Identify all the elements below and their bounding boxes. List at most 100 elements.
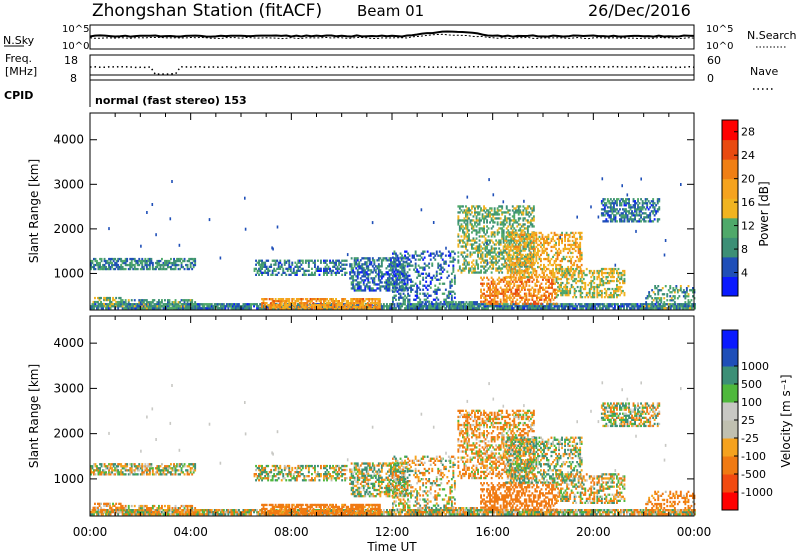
power-cell: [109, 307, 112, 310]
power-cell: [90, 263, 92, 267]
power-cell: [141, 265, 144, 269]
power-cell: [533, 247, 536, 251]
power-cell: [161, 267, 163, 271]
power-cell: [466, 239, 469, 242]
power-cell: [520, 288, 523, 291]
power-cell: [277, 261, 280, 264]
power-cell: [542, 294, 544, 297]
power-cell: [508, 253, 511, 257]
power-cell: [586, 305, 589, 308]
power-cell: [151, 305, 154, 308]
power-cell: [560, 281, 562, 285]
power-cell: [438, 307, 441, 310]
power-cell: [306, 302, 309, 305]
power-cell: [515, 263, 518, 267]
power-cell: [393, 263, 395, 266]
power-cell: [543, 251, 545, 255]
power-cell: [579, 241, 582, 245]
power-cell: [577, 231, 580, 235]
power-cell: [515, 231, 518, 235]
power-cell: [452, 250, 455, 253]
power-cell: [546, 241, 548, 245]
power-cell: [353, 285, 356, 288]
power-cell: [510, 292, 513, 295]
power-cell: [366, 308, 369, 311]
power-cell: [544, 307, 547, 310]
power-cell: [414, 262, 417, 265]
power-cell: [583, 305, 586, 308]
power-cell: [594, 303, 597, 306]
power-cell: [475, 259, 478, 262]
power-cell: [462, 267, 464, 270]
power-cell: [307, 261, 310, 264]
power-cell: [579, 231, 582, 235]
power-cell: [526, 257, 529, 261]
power-cell: [622, 281, 624, 285]
power-cell: [526, 259, 529, 263]
power-cell: [144, 257, 147, 261]
power-cell: [511, 267, 514, 271]
power-cell: [355, 261, 358, 264]
power-cell: [332, 259, 334, 262]
power-cell: [517, 235, 520, 239]
power-cell: [417, 296, 420, 299]
nave-tick-bottom: 0: [707, 72, 714, 85]
power-cell: [265, 298, 268, 301]
power-cell: [567, 251, 570, 255]
power-cell: [357, 308, 360, 311]
power-cell: [599, 289, 602, 293]
nave-line: [89, 65, 695, 76]
power-cell: [339, 302, 342, 305]
power-cell: [139, 299, 142, 302]
power-cell: [247, 307, 249, 310]
power-cell: [261, 265, 263, 268]
power-cell: [267, 269, 270, 272]
power-cell: [599, 269, 602, 273]
power-cell: [609, 305, 612, 308]
power-cell: [167, 305, 169, 308]
power-cell: [526, 255, 529, 258]
power-cell: [121, 303, 124, 306]
power-cell: [304, 261, 307, 264]
power-cell: [475, 245, 478, 248]
power-cell: [468, 307, 471, 310]
power-cell: [496, 241, 499, 244]
power-cell: [608, 273, 611, 277]
power-cell: [513, 213, 516, 216]
power-cell: [493, 300, 496, 303]
power-cell: [517, 288, 520, 291]
power-cell: [556, 275, 559, 279]
power-cell: [541, 251, 544, 255]
power-cell: [566, 294, 569, 297]
power-cell: [410, 288, 412, 291]
power-cell: [477, 213, 479, 216]
power-cell: [410, 284, 412, 287]
power-cell: [546, 290, 549, 293]
power-cell: [466, 211, 469, 214]
power-cell: [405, 286, 408, 289]
power-cell: [364, 257, 367, 260]
power-cell: [410, 260, 412, 263]
power-cell: [574, 243, 577, 247]
power-cell: [161, 301, 163, 304]
power-cell: [116, 300, 119, 304]
power-cell: [561, 273, 563, 277]
power-cell: [603, 291, 606, 295]
power-cell: [277, 298, 280, 301]
power-cell: [359, 300, 362, 303]
power-cell: [399, 305, 402, 308]
power-cell: [521, 261, 524, 265]
power-cell: [584, 273, 587, 277]
power-cell: [298, 261, 301, 264]
power-cell: [576, 307, 579, 310]
power-cell: [495, 217, 498, 220]
power-cell: [477, 211, 479, 214]
power-cell: [527, 233, 530, 237]
power-cell: [407, 300, 409, 303]
power-cell: [480, 288, 482, 291]
power-cell: [528, 257, 531, 260]
power-cell: [162, 261, 165, 265]
power-cell: [329, 269, 331, 272]
power-cell: [523, 245, 526, 249]
power-cell: [518, 273, 521, 277]
